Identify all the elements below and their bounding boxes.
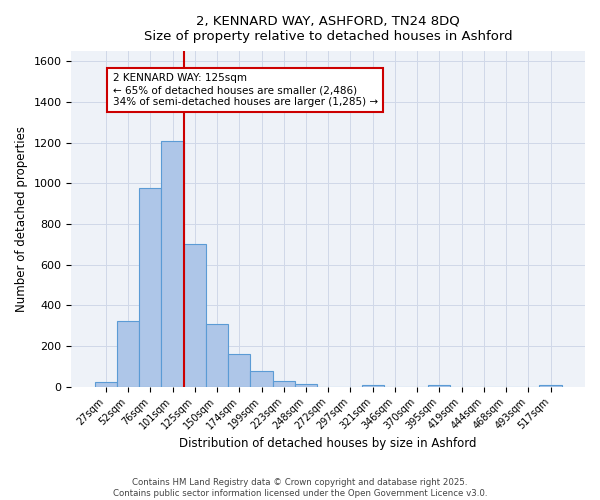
Bar	[139, 188, 161, 386]
Bar	[184, 244, 206, 386]
X-axis label: Distribution of detached houses by size in Ashford: Distribution of detached houses by size …	[179, 437, 477, 450]
Bar	[295, 384, 317, 386]
Bar	[117, 320, 139, 386]
Text: 2 KENNARD WAY: 125sqm
← 65% of detached houses are smaller (2,486)
34% of semi-d: 2 KENNARD WAY: 125sqm ← 65% of detached …	[113, 74, 377, 106]
Bar	[95, 382, 117, 386]
Title: 2, KENNARD WAY, ASHFORD, TN24 8DQ
Size of property relative to detached houses i: 2, KENNARD WAY, ASHFORD, TN24 8DQ Size o…	[144, 15, 512, 43]
Bar	[362, 384, 384, 386]
Bar	[228, 354, 250, 386]
Bar	[428, 384, 451, 386]
Bar	[206, 324, 228, 386]
Text: Contains HM Land Registry data © Crown copyright and database right 2025.
Contai: Contains HM Land Registry data © Crown c…	[113, 478, 487, 498]
Bar	[272, 380, 295, 386]
Bar	[539, 384, 562, 386]
Y-axis label: Number of detached properties: Number of detached properties	[15, 126, 28, 312]
Bar	[161, 140, 184, 386]
Bar	[250, 372, 272, 386]
